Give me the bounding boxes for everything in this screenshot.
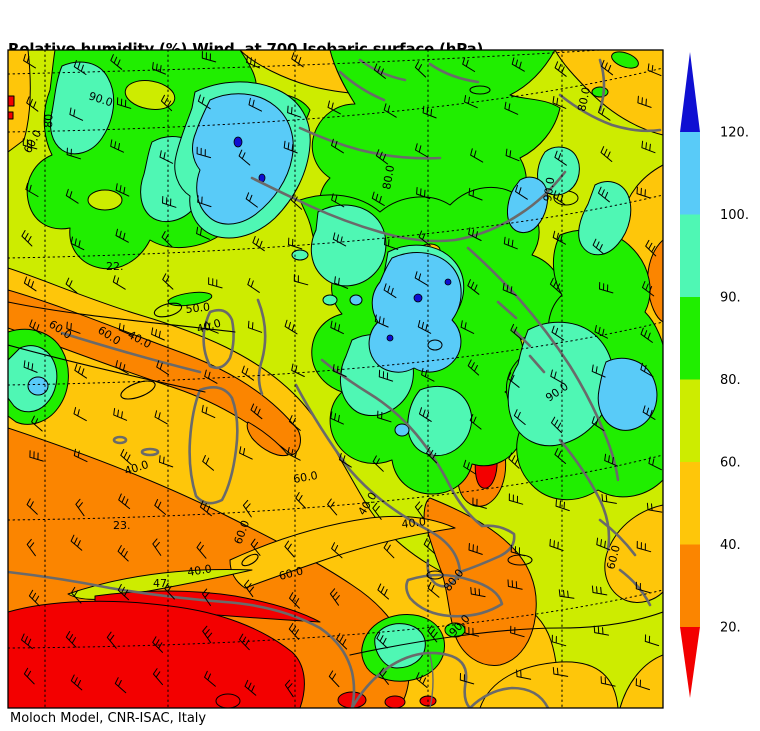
colorbar-tick-label: 80. [720,373,741,388]
colorbar-segment [680,132,700,215]
colorbar-over-arrow [680,52,700,132]
colorbar-tick-label: 100. [720,208,749,223]
contour-label: 50.0 [185,300,211,315]
colorbar-tick-label: 60. [720,456,741,471]
colorbar-segment [680,215,700,298]
colorbar: 120. 100. 90. 80. 60. 40. 20. [680,52,749,698]
weather-plot-page: { "header": { "title": "Relative humidit… [0,0,760,731]
colorbar-segment [680,462,700,545]
colorbar-segment [680,545,700,628]
colorbar-tick-label: 40. [720,538,741,553]
colorbar-tick-label: 20. [720,621,741,636]
weather-map-canvas: 80.60.090.022.60.060.040.050.040.040.060… [0,0,760,731]
colorbar-tick-label: 90. [720,291,741,306]
colorbar-tick-label: 120. [720,126,749,141]
colorbar-segment [680,380,700,463]
colorbar-segment [680,297,700,380]
model-credit: Moloch Model, CNR-ISAC, Italy [10,711,206,726]
colorbar-under-arrow [680,627,700,698]
contour-label: 80. [42,110,56,128]
contour-label: 22. [106,260,124,273]
contour-label: 23. [113,519,131,532]
